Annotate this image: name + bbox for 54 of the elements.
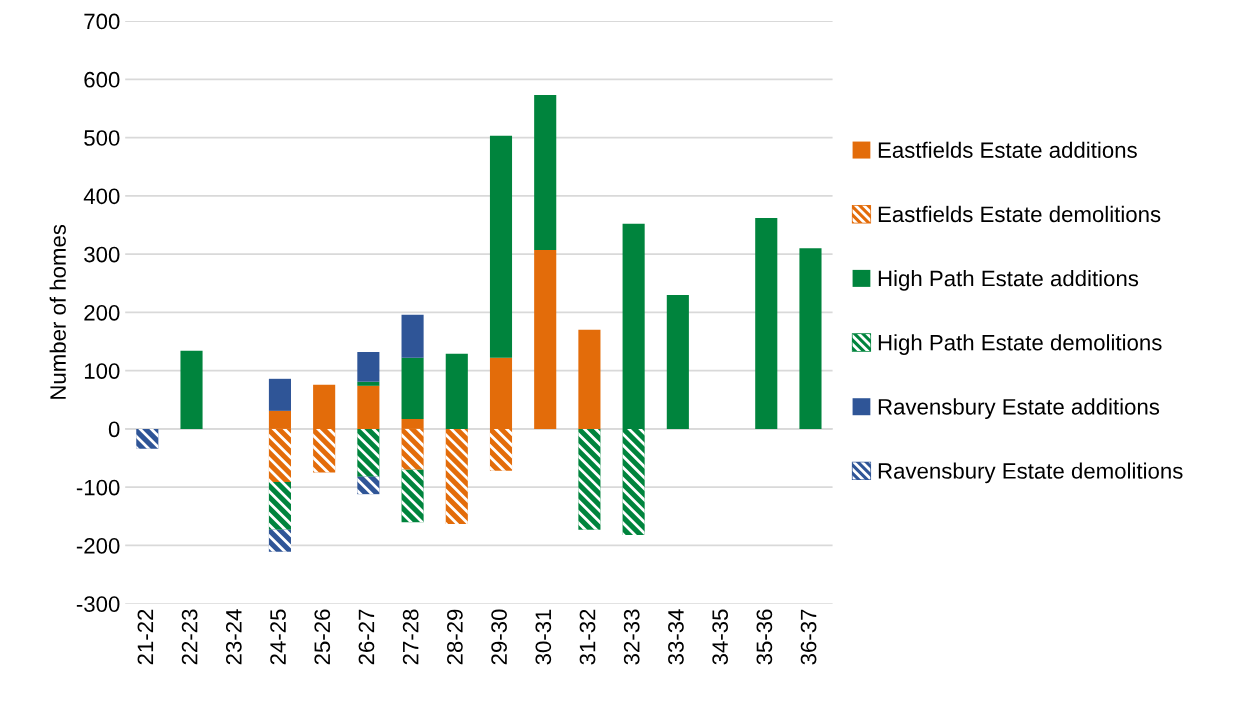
- x-tick-label: 21-22: [137, 609, 154, 665]
- y-tick-label: 400: [83, 188, 120, 205]
- legend-label: Ravensbury Estate demolitions: [878, 462, 1183, 484]
- bar: [534, 250, 557, 429]
- x-tick-label: 35-36: [756, 609, 773, 665]
- y-tick-label: 500: [84, 130, 120, 146]
- bar: [489, 135, 513, 358]
- bar: [268, 410, 291, 429]
- legend-label: Eastfields Estate demolitions: [878, 205, 1161, 223]
- bar: [357, 352, 380, 382]
- x-tick-label: 30-31: [535, 609, 552, 665]
- x-tick-label: 36-37: [800, 609, 817, 665]
- bar: [401, 357, 424, 420]
- y-tick-label: -200: [76, 537, 120, 554]
- bar: [401, 314, 424, 358]
- bar: [445, 353, 468, 429]
- x-tick-label: 24-25: [270, 609, 286, 665]
- y-tick-label: 200: [84, 304, 120, 321]
- bar: [401, 419, 424, 429]
- y-tick-label: 0: [108, 421, 120, 438]
- y-tick-label: 300: [84, 246, 120, 263]
- bar: [622, 223, 645, 429]
- bar: [799, 248, 822, 429]
- legend-label: Ravensbury Estate additions: [878, 398, 1160, 420]
- x-tick-label: 32-33: [623, 609, 640, 665]
- legend-label: Eastfields Estate additions: [878, 141, 1137, 158]
- bar: [534, 95, 557, 251]
- bar: [666, 294, 689, 429]
- x-tick-label: 31-32: [579, 609, 596, 665]
- bar: [357, 385, 380, 429]
- x-tick-label: 27-28: [402, 609, 419, 665]
- x-tick-label: 33-34: [668, 609, 684, 665]
- bar: [755, 218, 778, 429]
- y-tick-label: 100: [84, 363, 120, 379]
- bar: [268, 378, 291, 411]
- x-tick-label: 23-24: [225, 609, 242, 665]
- y-tick-label: 700: [84, 13, 120, 30]
- bar: [180, 350, 203, 429]
- bar: [357, 381, 380, 386]
- x-tick-label: 28-29: [447, 609, 463, 665]
- x-tick-label: 26-27: [358, 609, 375, 665]
- y-tick-label: -100: [76, 479, 120, 496]
- y-axis-title: Number of homes: [49, 224, 66, 399]
- legend-label: High Path Estate demolitions: [878, 334, 1162, 355]
- bar: [578, 329, 601, 429]
- legend-label: High Path Estate additions: [878, 270, 1139, 291]
- y-tick-label: -300: [76, 596, 120, 612]
- y-tick-label: 600: [84, 71, 120, 88]
- x-tick-label: 25-26: [314, 609, 331, 665]
- x-tick-label: 29-30: [491, 609, 507, 665]
- bar: [313, 384, 336, 429]
- x-tick-label: 34-35: [712, 609, 729, 665]
- bar: [489, 357, 513, 429]
- x-tick-label: 22-23: [181, 609, 198, 665]
